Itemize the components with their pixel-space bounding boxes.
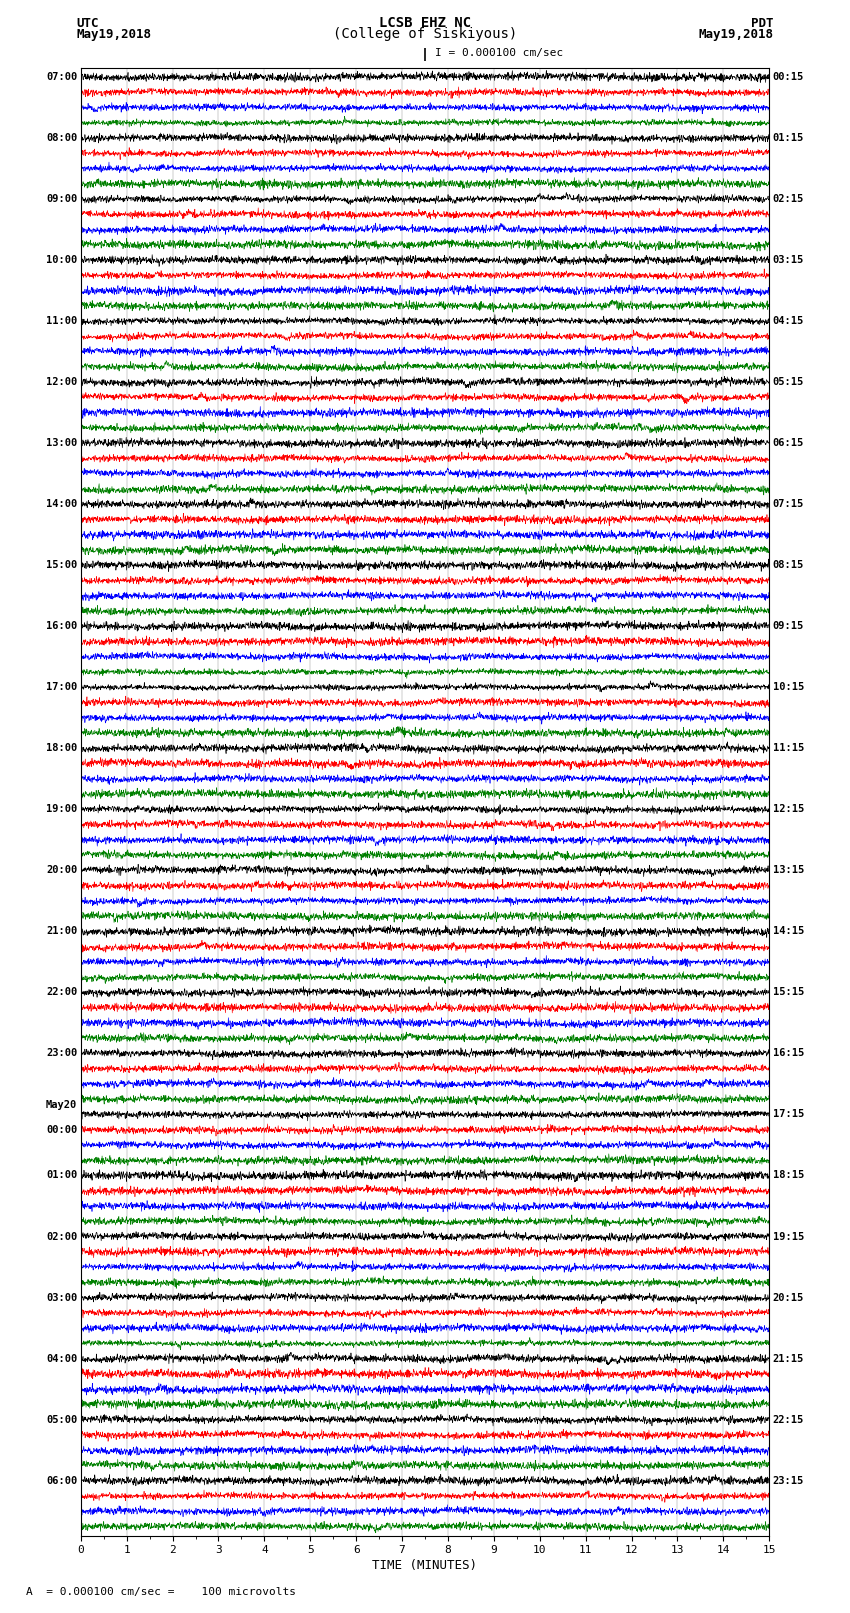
- Text: 08:15: 08:15: [773, 560, 804, 569]
- Text: LCSB EHZ NC: LCSB EHZ NC: [379, 16, 471, 31]
- Text: 16:15: 16:15: [773, 1048, 804, 1058]
- Text: 06:15: 06:15: [773, 439, 804, 448]
- Text: 23:15: 23:15: [773, 1476, 804, 1486]
- Text: 12:15: 12:15: [773, 805, 804, 815]
- Text: 12:00: 12:00: [46, 377, 77, 387]
- Text: May20: May20: [46, 1100, 77, 1110]
- Text: I = 0.000100 cm/sec: I = 0.000100 cm/sec: [435, 48, 564, 58]
- Text: 01:00: 01:00: [46, 1171, 77, 1181]
- Text: 17:00: 17:00: [46, 682, 77, 692]
- Text: 04:00: 04:00: [46, 1353, 77, 1363]
- Text: (College of Siskiyous): (College of Siskiyous): [333, 27, 517, 40]
- Text: 00:15: 00:15: [773, 73, 804, 82]
- Text: 21:15: 21:15: [773, 1353, 804, 1363]
- Text: 15:15: 15:15: [773, 987, 804, 997]
- Text: May19,2018: May19,2018: [76, 27, 151, 40]
- Text: 07:00: 07:00: [46, 73, 77, 82]
- Text: 09:00: 09:00: [46, 194, 77, 203]
- Text: 22:00: 22:00: [46, 987, 77, 997]
- Text: UTC: UTC: [76, 16, 99, 31]
- Text: 11:00: 11:00: [46, 316, 77, 326]
- Text: 18:15: 18:15: [773, 1171, 804, 1181]
- Text: 10:15: 10:15: [773, 682, 804, 692]
- Text: 19:00: 19:00: [46, 805, 77, 815]
- Text: 09:15: 09:15: [773, 621, 804, 631]
- Text: 07:15: 07:15: [773, 498, 804, 510]
- Text: 23:00: 23:00: [46, 1048, 77, 1058]
- Text: 04:15: 04:15: [773, 316, 804, 326]
- Text: 03:15: 03:15: [773, 255, 804, 265]
- Text: 02:15: 02:15: [773, 194, 804, 203]
- Text: 20:15: 20:15: [773, 1292, 804, 1303]
- Text: 13:00: 13:00: [46, 439, 77, 448]
- Text: 03:00: 03:00: [46, 1292, 77, 1303]
- Text: 13:15: 13:15: [773, 865, 804, 876]
- Text: 00:00: 00:00: [46, 1124, 77, 1134]
- Text: 10:00: 10:00: [46, 255, 77, 265]
- Text: PDT: PDT: [751, 16, 774, 31]
- Text: 11:15: 11:15: [773, 744, 804, 753]
- Text: 14:00: 14:00: [46, 498, 77, 510]
- Text: 19:15: 19:15: [773, 1231, 804, 1242]
- Text: 08:00: 08:00: [46, 132, 77, 144]
- Text: 17:15: 17:15: [773, 1110, 804, 1119]
- Text: A  = 0.000100 cm/sec =    100 microvolts: A = 0.000100 cm/sec = 100 microvolts: [26, 1587, 296, 1597]
- Text: 06:00: 06:00: [46, 1476, 77, 1486]
- Text: 18:00: 18:00: [46, 744, 77, 753]
- X-axis label: TIME (MINUTES): TIME (MINUTES): [372, 1560, 478, 1573]
- Text: 20:00: 20:00: [46, 865, 77, 876]
- Text: 14:15: 14:15: [773, 926, 804, 937]
- Text: 02:00: 02:00: [46, 1231, 77, 1242]
- Text: 15:00: 15:00: [46, 560, 77, 569]
- Text: 16:00: 16:00: [46, 621, 77, 631]
- Text: 05:00: 05:00: [46, 1415, 77, 1424]
- Text: 05:15: 05:15: [773, 377, 804, 387]
- Text: 01:15: 01:15: [773, 132, 804, 144]
- Text: 21:00: 21:00: [46, 926, 77, 937]
- Text: 22:15: 22:15: [773, 1415, 804, 1424]
- Text: May19,2018: May19,2018: [699, 27, 774, 40]
